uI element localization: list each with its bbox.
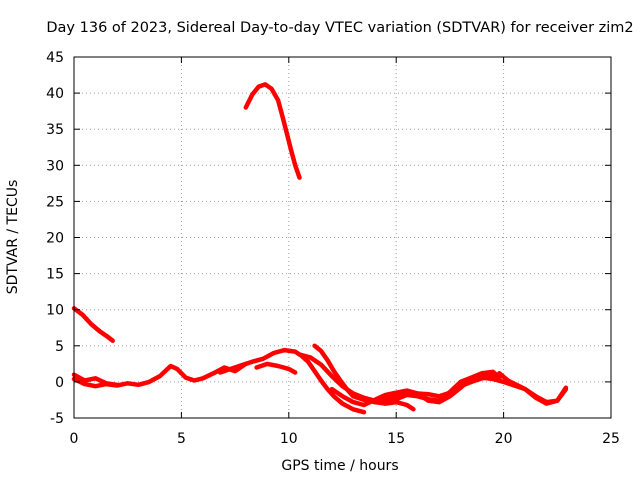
y-tick-label: -5 [50, 411, 64, 427]
axis-ticks: 0 5 10 15 20 25 -5 0 5 10 15 20 25 30 35 40 45 [46, 50, 620, 447]
y-tick-label: 35 [46, 122, 64, 138]
y-tick-label: 25 [46, 194, 64, 210]
series-line-arc-6 [254, 361, 298, 375]
y-tick-label: 20 [46, 231, 64, 247]
y-tick-label: 45 [46, 50, 64, 66]
series-line-arc-11 [469, 375, 569, 405]
x-axis-label: GPS time / hours [281, 458, 398, 474]
x-tick-label: 15 [387, 431, 405, 447]
y-axis-label: SDTVAR / TECUs [5, 180, 21, 295]
series-layer [71, 82, 569, 415]
series-line-arc-1 [71, 306, 115, 343]
y-tick-label: 15 [46, 267, 64, 283]
x-tick-label: 0 [70, 431, 79, 447]
grid-lines [74, 57, 611, 418]
y-tick-label: 0 [55, 375, 64, 391]
x-tick-label: 25 [602, 431, 620, 447]
series-line-arc-12 [497, 370, 569, 406]
series-line-arc-4 [71, 372, 120, 388]
x-tick-label: 20 [495, 431, 513, 447]
series-line-arc-7 [312, 343, 416, 412]
series-line-arc-2 [243, 82, 302, 180]
series-line-arc-9 [329, 372, 496, 408]
chart-title: Day 136 of 2023, Sidereal Day-to-day VTE… [46, 20, 633, 36]
x-tick-label: 10 [280, 431, 298, 447]
x-tick-label: 5 [177, 431, 186, 447]
series-line-arc-10 [372, 369, 502, 405]
y-tick-label: 40 [46, 86, 64, 102]
y-tick-label: 30 [46, 158, 64, 174]
series-line-arc-3 [71, 361, 249, 389]
y-tick-label: 10 [46, 303, 64, 319]
y-tick-label: 5 [55, 339, 64, 355]
